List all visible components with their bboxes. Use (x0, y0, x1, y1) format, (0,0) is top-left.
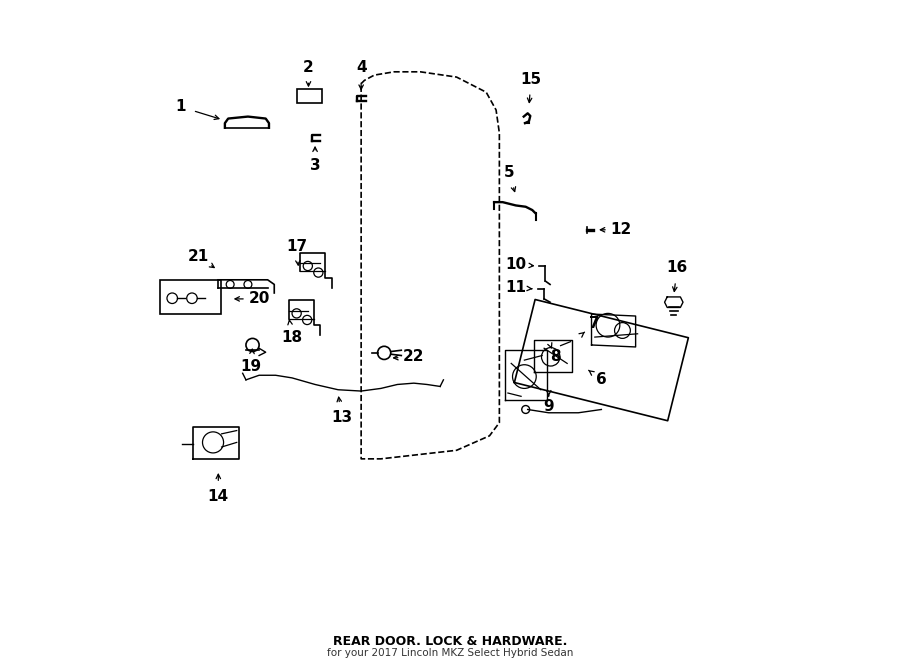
Text: 10: 10 (505, 257, 526, 272)
Text: 7: 7 (590, 317, 600, 331)
Bar (297, 89, 322, 103)
Text: 9: 9 (544, 399, 554, 414)
Text: REAR DOOR. LOCK & HARDWARE.: REAR DOOR. LOCK & HARDWARE. (333, 635, 567, 648)
Text: 13: 13 (331, 410, 352, 425)
Text: 12: 12 (610, 222, 632, 237)
Text: 19: 19 (240, 359, 262, 374)
Text: 2: 2 (303, 59, 314, 75)
Text: 3: 3 (310, 159, 320, 173)
Text: 8: 8 (550, 349, 561, 364)
Text: 20: 20 (248, 292, 270, 307)
Text: 18: 18 (282, 330, 302, 344)
Text: 22: 22 (403, 349, 425, 364)
Text: 16: 16 (667, 260, 688, 276)
Text: 6: 6 (596, 372, 607, 387)
Text: for your 2017 Lincoln MKZ Select Hybrid Sedan: for your 2017 Lincoln MKZ Select Hybrid … (327, 648, 573, 658)
Text: 14: 14 (208, 489, 229, 504)
Text: 11: 11 (505, 280, 526, 295)
Text: 15: 15 (520, 71, 542, 87)
Bar (160, 280, 220, 314)
Text: 21: 21 (188, 249, 209, 264)
Text: 1: 1 (175, 99, 185, 114)
Text: 4: 4 (356, 59, 366, 75)
Text: 17: 17 (286, 239, 307, 254)
Text: 5: 5 (504, 165, 515, 180)
